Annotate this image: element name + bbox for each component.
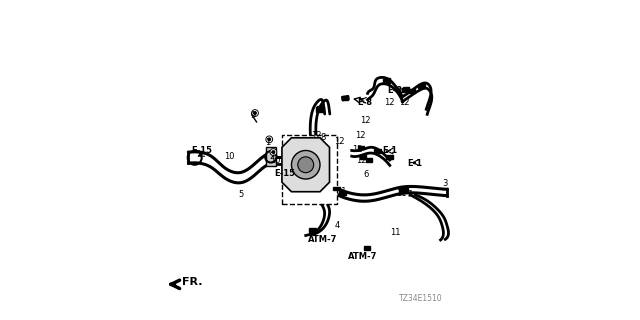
- Text: FR.: FR.: [182, 277, 202, 287]
- Text: E-1: E-1: [408, 159, 423, 168]
- Text: 12: 12: [355, 131, 365, 140]
- Text: 11: 11: [397, 189, 407, 198]
- Polygon shape: [342, 96, 348, 100]
- Polygon shape: [402, 88, 409, 92]
- Circle shape: [253, 112, 256, 114]
- Text: 6: 6: [364, 170, 369, 179]
- Text: 1: 1: [265, 138, 270, 147]
- Polygon shape: [317, 106, 323, 109]
- Polygon shape: [387, 155, 393, 159]
- Text: 9: 9: [251, 111, 256, 120]
- Circle shape: [253, 111, 257, 115]
- Text: 3: 3: [443, 179, 448, 188]
- Polygon shape: [266, 147, 276, 166]
- Text: ATM-7: ATM-7: [308, 236, 337, 244]
- Polygon shape: [309, 228, 316, 232]
- Text: 12: 12: [360, 116, 371, 125]
- Polygon shape: [366, 158, 372, 162]
- Polygon shape: [409, 89, 415, 92]
- Text: E-8: E-8: [387, 86, 402, 95]
- Text: 11: 11: [337, 187, 347, 196]
- Text: 10: 10: [225, 152, 235, 161]
- Text: 11: 11: [390, 228, 401, 237]
- Polygon shape: [282, 138, 330, 192]
- Circle shape: [266, 136, 273, 142]
- Text: 12: 12: [334, 137, 344, 146]
- Bar: [282, 135, 337, 204]
- Polygon shape: [402, 188, 408, 191]
- Text: 12: 12: [399, 99, 410, 108]
- Text: E-8: E-8: [357, 99, 372, 108]
- Circle shape: [271, 150, 276, 154]
- Text: E-15: E-15: [191, 146, 212, 155]
- Polygon shape: [399, 188, 406, 192]
- Circle shape: [267, 137, 271, 142]
- Circle shape: [291, 150, 320, 179]
- Polygon shape: [383, 79, 390, 83]
- Text: ATM-7: ATM-7: [348, 252, 378, 261]
- Polygon shape: [316, 107, 324, 112]
- Text: 8: 8: [321, 133, 326, 142]
- Text: TZ34E1510: TZ34E1510: [399, 294, 443, 303]
- Circle shape: [272, 151, 275, 153]
- Text: 4: 4: [335, 220, 340, 229]
- Polygon shape: [360, 155, 366, 159]
- Text: 12: 12: [353, 145, 363, 154]
- Polygon shape: [358, 146, 364, 149]
- Text: 5: 5: [238, 190, 243, 199]
- Text: E-1: E-1: [382, 146, 397, 155]
- Polygon shape: [374, 149, 381, 153]
- Text: 2: 2: [270, 152, 275, 161]
- Polygon shape: [339, 191, 346, 195]
- Polygon shape: [342, 96, 349, 101]
- Text: E-15: E-15: [274, 169, 295, 178]
- Polygon shape: [364, 246, 371, 250]
- Circle shape: [298, 157, 314, 173]
- Text: 7: 7: [406, 190, 412, 199]
- Circle shape: [268, 138, 271, 141]
- Text: 10: 10: [269, 156, 280, 164]
- Polygon shape: [418, 84, 425, 88]
- Circle shape: [252, 110, 258, 116]
- Text: 12: 12: [356, 156, 367, 164]
- Polygon shape: [333, 187, 340, 190]
- Text: 12: 12: [385, 99, 395, 108]
- Circle shape: [270, 149, 276, 155]
- Polygon shape: [403, 87, 409, 91]
- Polygon shape: [383, 78, 390, 82]
- Text: 12: 12: [311, 131, 321, 140]
